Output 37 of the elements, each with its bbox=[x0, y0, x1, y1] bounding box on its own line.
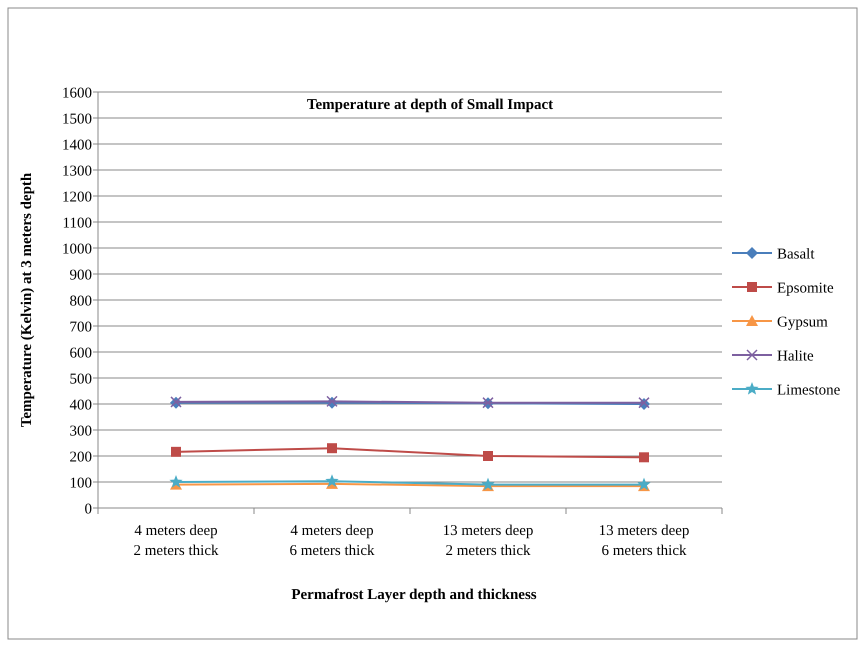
x-axis-title: Permafrost Layer depth and thickness bbox=[291, 587, 537, 603]
x-tick-label: 13 meters deep 6 meters thick bbox=[598, 523, 690, 559]
y-tick-label: 200 bbox=[70, 449, 92, 466]
legend-label: Epsomite bbox=[777, 280, 834, 296]
legend-label: Basalt bbox=[777, 246, 816, 262]
y-tick-label: 600 bbox=[70, 345, 92, 362]
point bbox=[637, 478, 651, 490]
y-tick-label: 1500 bbox=[62, 111, 92, 128]
legend-label: Limestone bbox=[777, 382, 841, 398]
point bbox=[169, 475, 183, 488]
point bbox=[325, 474, 339, 487]
y-tick-label: 1000 bbox=[62, 241, 92, 258]
y-tick-label: 900 bbox=[70, 267, 92, 284]
legend-label: Halite bbox=[777, 348, 814, 364]
point bbox=[481, 478, 495, 490]
y-tick-label: 1200 bbox=[62, 189, 92, 206]
y-tick-label: 700 bbox=[70, 319, 92, 336]
y-tick-label: 0 bbox=[84, 501, 92, 518]
legend-label: Gypsum bbox=[777, 314, 828, 330]
point bbox=[327, 443, 337, 454]
point bbox=[483, 451, 493, 461]
chart-title: Temperature at depth of Small Impact bbox=[306, 97, 554, 113]
y-tick-label: 1400 bbox=[62, 137, 92, 154]
y-tick-label: 1100 bbox=[62, 215, 92, 232]
y-tick-label: 100 bbox=[70, 475, 92, 492]
point bbox=[171, 446, 181, 457]
point bbox=[639, 452, 649, 462]
y-tick-label: 500 bbox=[70, 371, 92, 388]
y-axis-title: Temperature (Kelvin) at 3 meters depth bbox=[19, 172, 35, 428]
y-tick-label: 1600 bbox=[62, 85, 92, 102]
y-tick-label: 300 bbox=[70, 423, 92, 440]
y-tick-label: 400 bbox=[70, 397, 92, 414]
x-tick-label: 13 meters deep 2 meters thick bbox=[442, 523, 534, 559]
x-tick-label: 4 meters deep 2 meters thick bbox=[134, 523, 219, 559]
y-tick-label: 1300 bbox=[62, 163, 92, 180]
y-tick-label: 800 bbox=[70, 293, 92, 310]
x-tick-label: 4 meters deep 6 meters thick bbox=[290, 523, 375, 559]
